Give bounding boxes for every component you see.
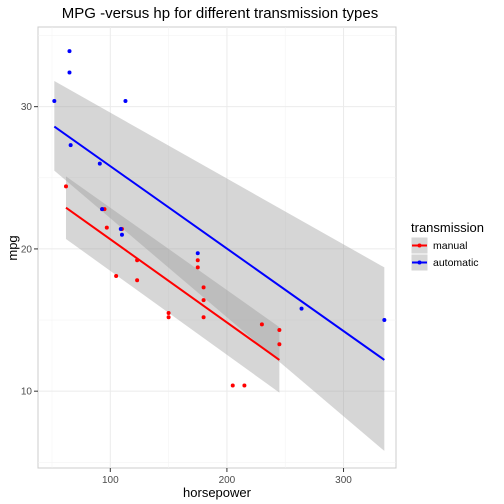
data-point-manual	[195, 265, 200, 270]
data-point-manual	[201, 285, 206, 290]
gridlines	[38, 27, 396, 468]
data-point-manual	[166, 310, 171, 315]
plot-panel	[37, 26, 397, 469]
x-axis: 100 200 300	[102, 468, 352, 486]
legend-title: transmission	[411, 220, 484, 235]
data-point-manual	[201, 315, 206, 320]
data-point-manual	[230, 383, 235, 388]
data-point-manual	[114, 273, 119, 278]
data-point-automatic	[100, 207, 105, 212]
y-axis-title: mpg	[5, 235, 20, 260]
data-point-manual	[277, 342, 282, 347]
y-tick-label: 30	[21, 102, 33, 113]
data-point-automatic	[52, 98, 57, 103]
y-tick-label: 10	[21, 387, 33, 398]
data-points	[52, 49, 387, 388]
x-axis-title: horsepower	[183, 485, 252, 500]
data-point-manual	[277, 328, 282, 333]
data-point-manual	[166, 315, 171, 320]
data-point-automatic	[97, 161, 102, 166]
confidence-band-automatic	[54, 81, 385, 451]
data-point-automatic	[195, 251, 200, 256]
legend-point-automatic	[417, 260, 422, 265]
chart-title: MPG -versus hp for different transmissio…	[62, 5, 379, 22]
y-axis: 10 20 30	[21, 102, 38, 398]
fit-line-manual	[65, 206, 280, 361]
x-tick-label: 300	[335, 475, 352, 486]
fit-lines	[53, 125, 385, 361]
data-point-manual	[242, 383, 247, 388]
data-point-automatic	[299, 306, 304, 311]
data-point-manual	[63, 184, 68, 189]
data-point-automatic	[67, 49, 72, 54]
legend-point-manual	[417, 243, 422, 248]
x-tick-label: 200	[219, 475, 236, 486]
y-tick-label: 20	[21, 244, 33, 255]
data-point-manual	[259, 322, 264, 327]
data-point-manual	[195, 258, 200, 263]
legend: transmission manual automatic	[410, 220, 484, 272]
legend-label-manual: manual	[433, 240, 467, 252]
data-point-automatic	[382, 318, 387, 323]
fit-line-automatic	[53, 125, 385, 361]
x-tick-label: 100	[102, 475, 119, 486]
data-point-automatic	[118, 227, 123, 232]
data-point-automatic	[119, 232, 124, 237]
data-point-manual	[104, 225, 109, 230]
data-point-automatic	[68, 143, 73, 148]
legend-label-automatic: automatic	[433, 257, 479, 269]
data-point-manual	[135, 278, 140, 283]
data-point-manual	[201, 298, 206, 303]
data-point-automatic	[123, 98, 128, 103]
data-point-automatic	[67, 70, 72, 75]
